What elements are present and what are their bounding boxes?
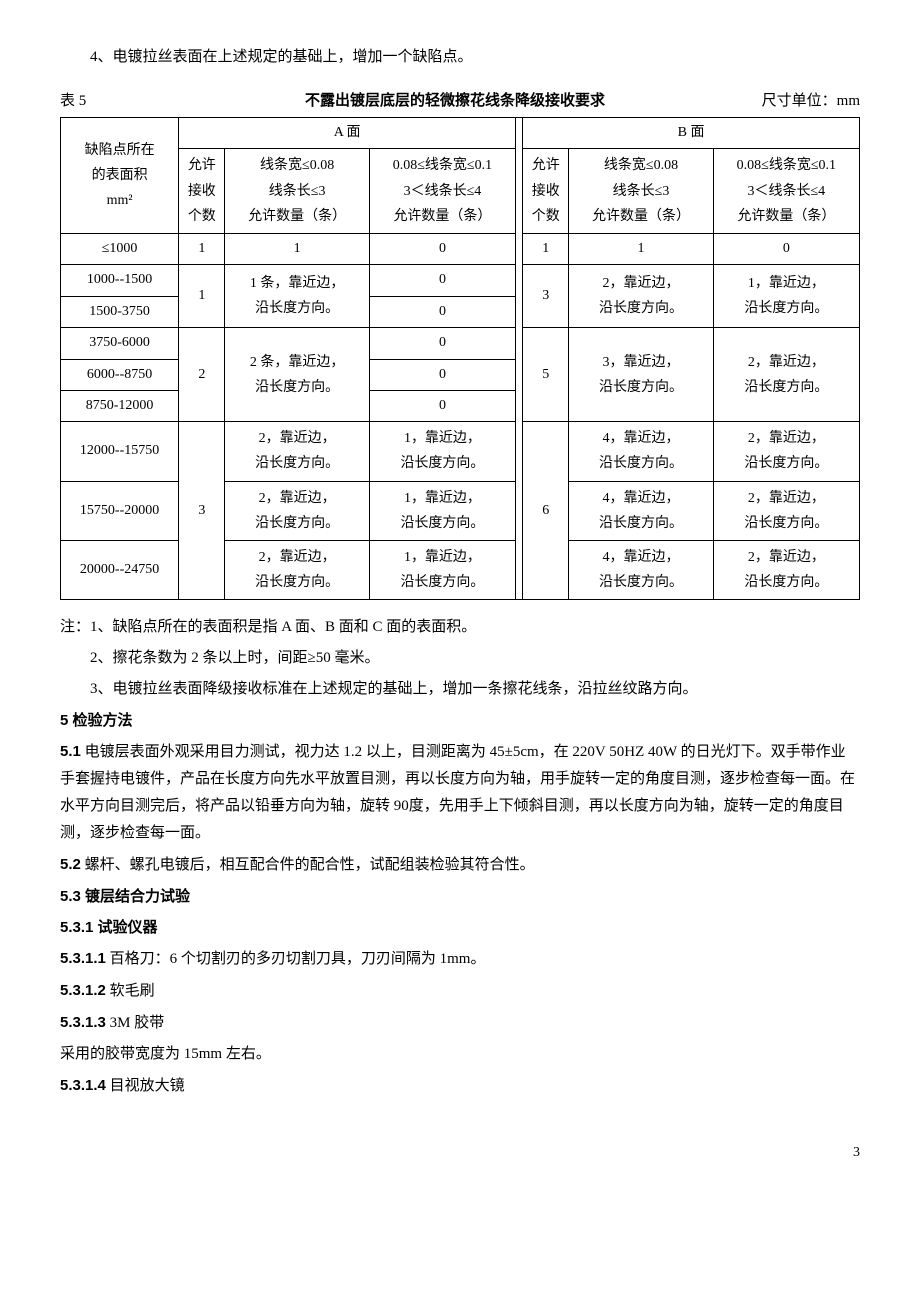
col-a-w2: 0.08≤线条宽≤0.1 3＜线条长≤4 允许数量（条） (369, 149, 515, 234)
table-label: 表 5 (60, 88, 170, 115)
para-5-3-1-4: 5.3.1.4 目视放大镜 (60, 1072, 860, 1100)
col-b-allow: 允许 接收 个数 (523, 149, 569, 234)
heading-5-3-1: 5.3.1 试验仪器 (60, 914, 860, 941)
para-5-3-1-3b: 采用的胶带宽度为 15mm 左右。 (60, 1041, 860, 1068)
intro-note: 4、电镀拉丝表面在上述规定的基础上，增加一个缺陷点。 (60, 44, 860, 71)
table-row: 1000--1500 1 1 条，靠近边， 沿长度方向。 0 3 2，靠近边， … (61, 265, 860, 296)
heading-5: 5 检验方法 (60, 707, 860, 734)
face-b-header: B 面 (523, 118, 860, 149)
col-a-w1: 线条宽≤0.08 线条长≤3 允许数量（条） (225, 149, 369, 234)
heading-5-3: 5.3 镀层结合力试验 (60, 883, 860, 910)
note-3: 3、电镀拉丝表面降级接收标准在上述规定的基础上，增加一条擦花线条，沿拉丝纹路方向… (60, 676, 860, 703)
table-row: ≤1000 1 1 0 1 1 0 (61, 233, 860, 264)
para-5-2: 5.2 螺杆、螺孔电镀后，相互配合件的配合性，试配组装检验其符合性。 (60, 851, 860, 879)
note-1: 注：1、缺陷点所在的表面积是指 A 面、B 面和 C 面的表面积。 (60, 614, 860, 641)
table-unit: 尺寸单位：mm (740, 88, 860, 115)
page-number: 3 (60, 1140, 860, 1165)
gap-col (516, 118, 523, 600)
col-b-w1: 线条宽≤0.08 线条长≤3 允许数量（条） (569, 149, 713, 234)
para-5-3-1-2: 5.3.1.2 软毛刷 (60, 977, 860, 1005)
para-5-3-1-3: 5.3.1.3 3M 胶带 (60, 1009, 860, 1037)
notes: 注：1、缺陷点所在的表面积是指 A 面、B 面和 C 面的表面积。 2、擦花条数… (60, 614, 860, 703)
table-row: 3750-6000 2 2 条，靠近边， 沿长度方向。 0 5 3，靠近边， 沿… (61, 328, 860, 359)
face-a-header: A 面 (179, 118, 516, 149)
defect-table: 缺陷点所在 的表面积 mm² A 面 B 面 允许 接收 个数 线条宽≤0.08… (60, 117, 860, 600)
table-header: 表 5 不露出镀层底层的轻微擦花线条降级接收要求 尺寸单位：mm (60, 87, 860, 115)
col-b-w2: 0.08≤线条宽≤0.1 3＜线条长≤4 允许数量（条） (713, 149, 859, 234)
note-2: 2、擦花条数为 2 条以上时，间距≥50 毫米。 (60, 645, 860, 672)
table-title: 不露出镀层底层的轻微擦花线条降级接收要求 (170, 87, 740, 114)
table-row: 12000--15750 3 2，靠近边， 沿长度方向。 1，靠近边， 沿长度方… (61, 422, 860, 481)
para-5-3-1-1: 5.3.1.1 百格刀：6 个切割刃的多刃切割刀具，刀刃间隔为 1mm。 (60, 945, 860, 973)
col-a-allow: 允许 接收 个数 (179, 149, 225, 234)
para-5-1: 5.1 电镀层表面外观采用目力测试，视力达 1.2 以上，目测距离为 45±5c… (60, 738, 860, 847)
row-header: 缺陷点所在 的表面积 mm² (61, 118, 179, 234)
